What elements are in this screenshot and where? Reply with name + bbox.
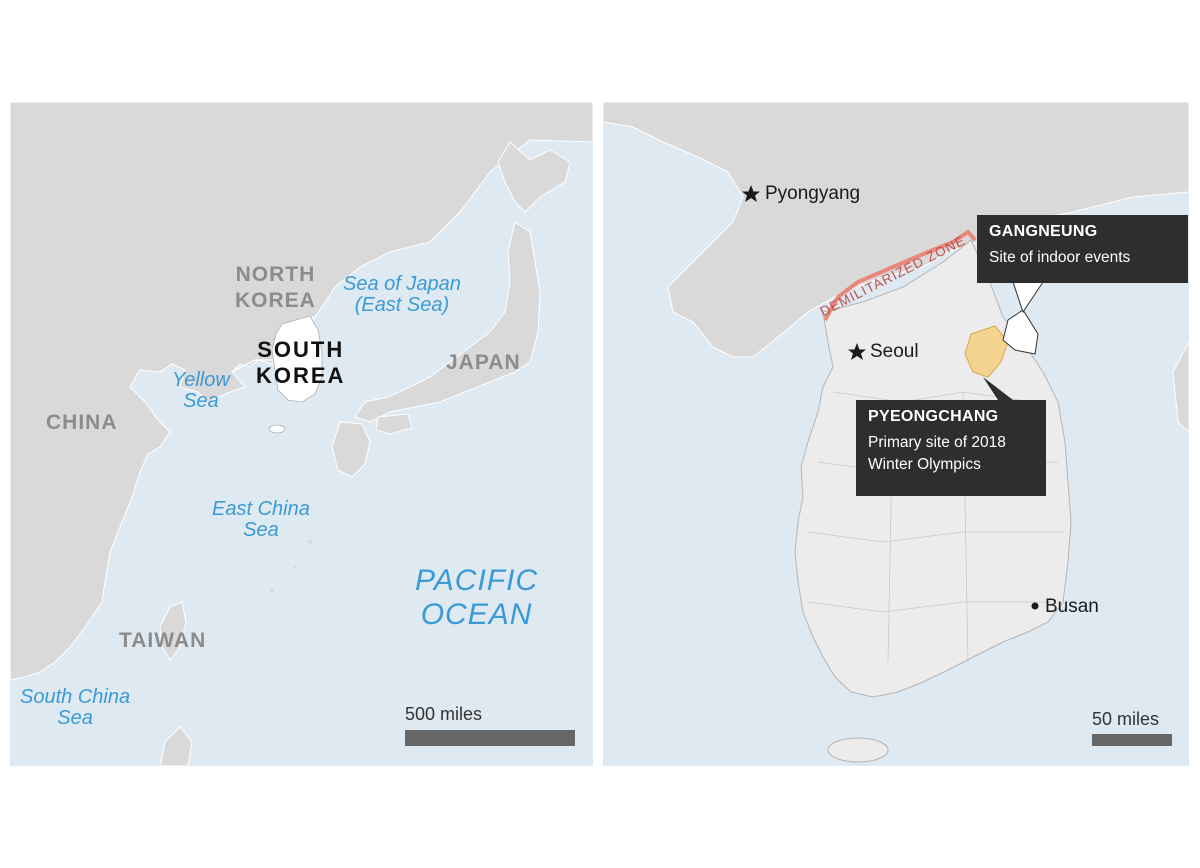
- pyeongchang-region-shape: [964, 325, 1009, 378]
- label-yellow-sea: Yellow Sea: [172, 370, 230, 412]
- sea-of-japan-line-1: Sea of Japan: [343, 273, 461, 295]
- busan-dot: [1031, 602, 1039, 610]
- label-east-china-sea: East China Sea: [212, 499, 310, 541]
- label-pacific-ocean: PACIFIC OCEAN: [415, 564, 538, 632]
- callout-pyeongchang-desc-1: Primary site of 2018: [868, 434, 1006, 451]
- pyeongchang-pointer: [983, 377, 1013, 400]
- label-taiwan: TAIWAN: [119, 629, 207, 652]
- south-korea-shape: [271, 315, 323, 403]
- yellow-sea-line-2: Sea: [183, 390, 219, 412]
- label-busan: Busan: [1045, 596, 1099, 617]
- ryukyu-island-shape: [308, 540, 312, 544]
- overview-scale-bar: [405, 730, 575, 746]
- callout-gangneung-desc: Site of indoor events: [989, 249, 1131, 266]
- label-japan: JAPAN: [446, 351, 521, 374]
- asia-mainland-shape: [10, 102, 593, 681]
- north-korea-line-1: NORTH: [235, 263, 316, 286]
- ryukyu-island-shape: [293, 565, 297, 569]
- label-north-korea: NORTH KOREA: [235, 262, 316, 314]
- dmz-line: [823, 229, 977, 321]
- ryukyu-island-shape: [270, 588, 274, 592]
- japan-honshu-shape: [354, 221, 541, 423]
- north-korea-line-2: KOREA: [235, 289, 316, 312]
- callout-pyeongchang-desc-2: Winter Olympics: [868, 456, 981, 473]
- sea-of-japan-line-2: (East Sea): [354, 294, 450, 316]
- overview-map: NORTH KOREA SOUTH KOREA CHINA JAPAN TAIW…: [10, 102, 593, 766]
- label-seoul: Seoul: [870, 341, 919, 362]
- pacific-ocean-line-2: OCEAN: [420, 598, 533, 631]
- south-china-sea-line-1: South China: [20, 686, 131, 708]
- japan-kyushu-shape: [331, 421, 371, 478]
- overview-map-shapes: [10, 102, 593, 766]
- label-pyongyang: Pyongyang: [765, 183, 861, 204]
- japan-shikoku-shape: [375, 413, 413, 435]
- overview-scale-label: 500 miles: [405, 704, 483, 724]
- callout-gangneung-title: GANGNEUNG: [989, 223, 1098, 240]
- label-china: CHINA: [46, 411, 118, 434]
- japan-shape: [1172, 341, 1189, 433]
- japan-hokkaido-shape: [497, 141, 571, 213]
- callout-pyeongchang: PYEONGCHANG Primary site of 2018 Winter …: [856, 400, 1046, 496]
- pacific-ocean-line-1: PACIFIC: [415, 564, 539, 597]
- south-korea-line-2: KOREA: [256, 363, 346, 388]
- south-china-sea-line-2: Sea: [57, 707, 93, 729]
- label-south-china-sea: South China Sea: [20, 687, 130, 729]
- detail-scale-label: 50 miles: [1092, 709, 1160, 729]
- label-south-korea: SOUTH KOREA: [256, 337, 345, 389]
- philippines-shape: [159, 726, 193, 766]
- east-china-sea-line-1: East China: [212, 498, 310, 520]
- detail-map: Pyongyang Seoul Busan DEMILITARIZED ZONE…: [603, 102, 1189, 766]
- callout-pyeongchang-title: PYEONGCHANG: [868, 408, 999, 425]
- detail-scale-bar: [1092, 734, 1172, 746]
- jeju-island-shape: [268, 424, 286, 434]
- jeju-island-shape: [827, 737, 889, 763]
- callout-gangneung: GANGNEUNG Site of indoor events: [977, 215, 1188, 283]
- seoul-star: [848, 343, 866, 360]
- gangneung-pointer: [1012, 281, 1044, 314]
- taiwan-shape: [159, 601, 187, 661]
- yellow-sea-line-1: Yellow: [172, 369, 230, 391]
- pyongyang-star: [742, 185, 760, 202]
- label-sea-of-japan: Sea of Japan (East Sea): [343, 274, 461, 316]
- east-china-sea-line-2: Sea: [243, 519, 279, 541]
- south-korea-line-1: SOUTH: [257, 337, 345, 362]
